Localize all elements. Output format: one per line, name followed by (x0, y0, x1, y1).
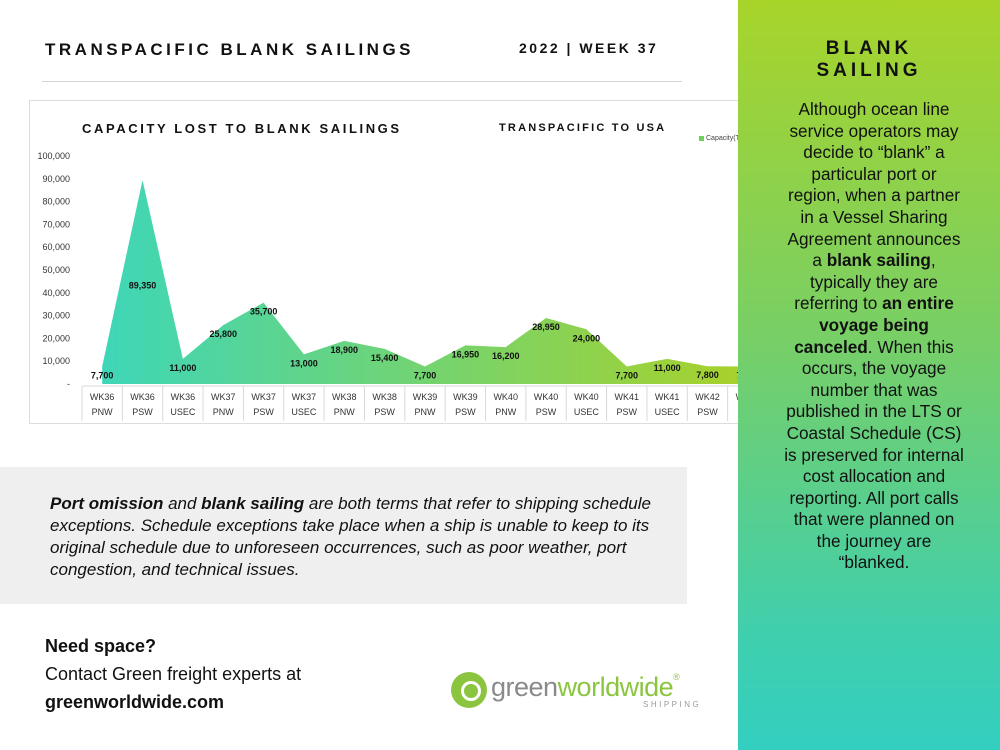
x-tick-label-week: WK38 (332, 392, 357, 402)
x-tick-label-region: PSW (132, 407, 153, 417)
y-tick-label: 60,000 (42, 242, 70, 252)
website-link[interactable]: greenworldwide.com (45, 692, 225, 712)
x-tick-label-week: WK42 (695, 392, 720, 402)
data-label: 11,000 (654, 363, 681, 373)
x-tick-label-region: PSW (536, 407, 557, 417)
y-tick-label: 50,000 (42, 265, 70, 275)
y-tick-label: 40,000 (42, 288, 70, 298)
data-label: 25,800 (209, 329, 237, 339)
sidebar-title: BLANK SAILING (816, 38, 922, 81)
legend-label: Capacity(Teus) (706, 135, 753, 142)
x-tick-label-week: WK40 (493, 392, 518, 402)
chart-subtitle: TRANSPACIFIC TO USA (499, 122, 667, 134)
x-tick-label-region: PNW (213, 407, 235, 417)
x-tick-label-region: USEC (170, 407, 196, 417)
x-tick-label-week: WK37 (251, 392, 276, 402)
x-tick-label-region: PSW (455, 407, 476, 417)
logo-circle-icon (451, 672, 487, 708)
x-tick-label-week: WK40 (574, 392, 599, 402)
y-tick-label: 90,000 (42, 174, 70, 184)
x-tick-label-region: PNW (92, 407, 114, 417)
bold-blank-sailing: blank sailing (826, 250, 931, 271)
x-tick-label-week: WK38 (372, 392, 397, 402)
logo-tagline: SHIPPING (643, 700, 702, 709)
data-label: 18,900 (331, 345, 359, 355)
x-tick-label-week: WK40 (534, 392, 559, 402)
y-tick-label: 70,000 (42, 219, 70, 229)
data-label: 15,400 (371, 353, 399, 363)
x-tick-label-week: WK37 (292, 392, 317, 402)
x-tick-label-region: PNW (415, 407, 437, 417)
x-tick-label-week: WK39 (413, 392, 438, 402)
data-label: 89,350 (129, 280, 157, 290)
x-tick-label-region: PSW (697, 407, 718, 417)
bold-entire-voyage: an entire voyage being canceled (794, 293, 954, 357)
term-blank-sailing: blank sailing (201, 494, 305, 513)
capacity-chart: - 10,000 20,000 30,000 40,000 50,000 60,000 70,… (37, 151, 769, 421)
x-tick-label-week: WK39 (453, 392, 478, 402)
data-label: 7,700 (414, 370, 437, 380)
cta-line: Contact Green freight experts at (45, 664, 302, 684)
chart-panel: - 10,000 20,000 30,000 40,000 50,000 60,000 70,… (29, 100, 778, 424)
data-label: 28,950 (532, 322, 560, 332)
x-tick-label-week: WK37 (211, 392, 236, 402)
x-tick-label-region: PNW (495, 407, 517, 417)
week-label: 2022 | WEEK 37 (519, 40, 659, 56)
y-tick-label: - (67, 379, 70, 389)
y-tick-label: 100,000 (37, 151, 70, 161)
y-tick-label: 80,000 (42, 197, 70, 207)
note-rest: are both terms that refer to shipping sc… (50, 494, 651, 579)
chart-title: CAPACITY LOST TO BLANK SAILINGS (82, 121, 402, 136)
data-label: 16,950 (452, 349, 480, 359)
data-label: 7,800 (696, 370, 719, 380)
legend-swatch (699, 136, 704, 141)
x-tick-label-week: WK36 (90, 392, 115, 402)
company-logo: greenworldwide® SHIPPING (451, 670, 701, 712)
header-divider (42, 81, 682, 82)
x-tick-label-week: WK41 (655, 392, 680, 402)
term-port-omission: Port omission (50, 494, 164, 513)
note-and: and (163, 494, 202, 513)
data-label: 7,700 (615, 370, 638, 380)
data-label: 11,000 (169, 363, 196, 373)
y-tick-label: 20,000 (42, 333, 70, 343)
cta-heading: Need space? (45, 636, 157, 656)
x-tick-label-region: USEC (574, 407, 600, 417)
area-series (102, 180, 748, 384)
x-tick-label-region: PSW (374, 407, 395, 417)
x-tick-label-region: PSW (617, 407, 638, 417)
x-tick-label-week: WK36 (171, 392, 196, 402)
logo-wordmark: greenworldwide® (491, 672, 680, 702)
definition-text: Port omission and blank sailing are both… (50, 493, 660, 581)
sidebar-panel: BLANK SAILING Although ocean line servic… (738, 0, 1000, 750)
x-tick-label-week: WK36 (130, 392, 155, 402)
data-label: 24,000 (573, 333, 601, 343)
x-tick-label-region: USEC (655, 407, 681, 417)
data-label: 7,700 (91, 370, 114, 380)
y-tick-label: 30,000 (42, 311, 70, 321)
chart-legend: Capacity(Teus) (699, 135, 753, 142)
data-label: 13,000 (290, 358, 318, 368)
y-tick-label: 10,000 (42, 356, 70, 366)
x-tick-label-week: WK41 (615, 392, 640, 402)
definition-box: Port omission and blank sailing are both… (0, 467, 687, 604)
data-label: 16,200 (492, 351, 520, 361)
page-title: TRANSPACIFIC BLANK SAILINGS (45, 40, 415, 59)
x-tick-label-region: USEC (291, 407, 317, 417)
contact-block: Need space? Contact Green freight expert… (45, 632, 301, 716)
x-tick-label-region: PNW (334, 407, 356, 417)
sidebar-body: Although ocean line service operators ma… (784, 99, 964, 573)
x-tick-label-region: PSW (253, 407, 274, 417)
data-label: 35,700 (250, 307, 278, 317)
